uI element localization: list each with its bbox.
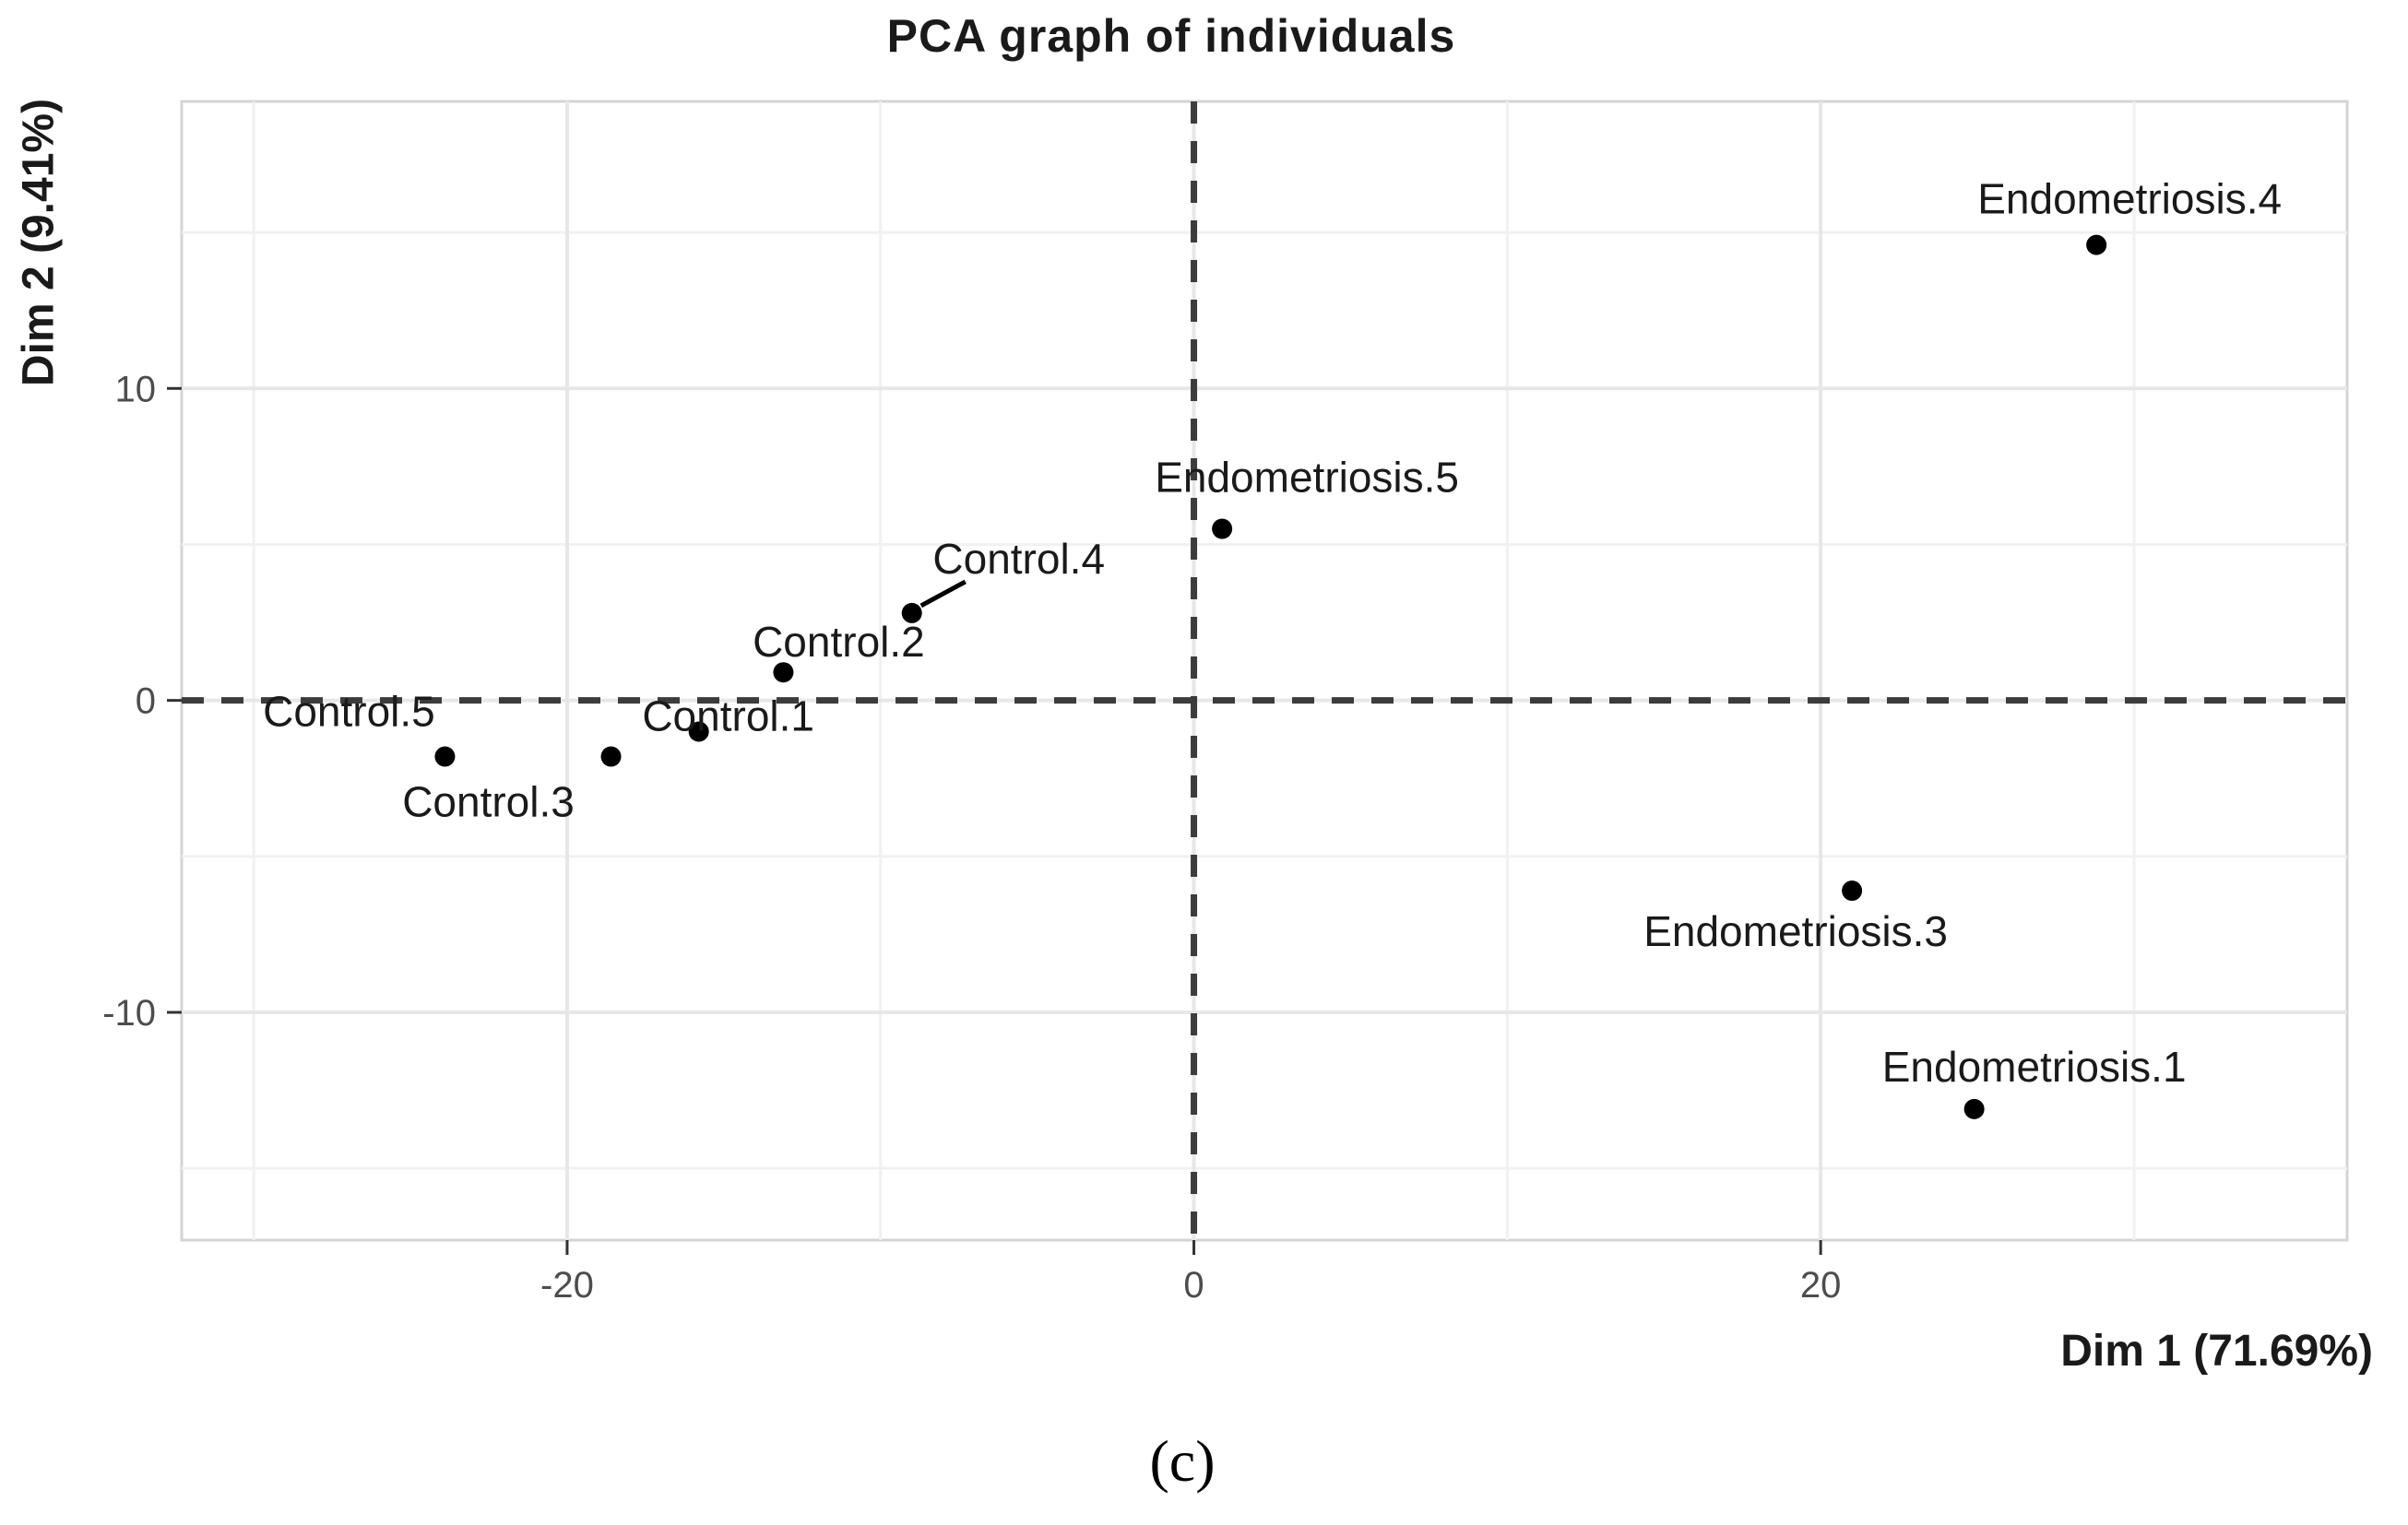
data-point-label: Control.3 (402, 778, 575, 826)
y-tick-label: 0 (136, 681, 156, 722)
data-point-label: Control.1 (642, 692, 814, 739)
data-point (434, 746, 456, 767)
data-point-label: Endometriosis.5 (1155, 454, 1459, 502)
y-axis-title: Dim 2 (9.41%) (14, 98, 64, 387)
data-point-label: Endometriosis.4 (1977, 175, 2282, 223)
data-point (773, 662, 794, 683)
data-point-label: Endometriosis.3 (1643, 907, 1948, 955)
x-tick-label: 20 (1800, 1265, 1842, 1306)
data-point-label: Control.4 (932, 535, 1105, 583)
y-tick-label: -10 (102, 993, 156, 1034)
data-point (600, 746, 622, 767)
data-point (1963, 1098, 1985, 1119)
figure-caption: (c) (1149, 1428, 1216, 1494)
data-point (901, 602, 922, 623)
x-tick-label: 0 (1183, 1265, 1204, 1306)
plot-panel (180, 100, 2349, 1242)
data-point-label: Control.2 (753, 618, 925, 666)
data-point (688, 721, 709, 742)
data-point-label: Control.5 (263, 688, 435, 736)
label-callout-line (919, 579, 967, 609)
data-point (1842, 881, 1863, 902)
data-point (1212, 518, 1233, 539)
chart-title: PCA graph of individuals (886, 10, 1456, 62)
x-axis-title: Dim 1 (71.69%) (2060, 1327, 2373, 1376)
y-tick-label: 10 (115, 369, 157, 409)
data-point-label: Endometriosis.1 (1882, 1043, 2187, 1091)
x-tick-label: -20 (540, 1265, 594, 1306)
data-point (2086, 234, 2107, 255)
